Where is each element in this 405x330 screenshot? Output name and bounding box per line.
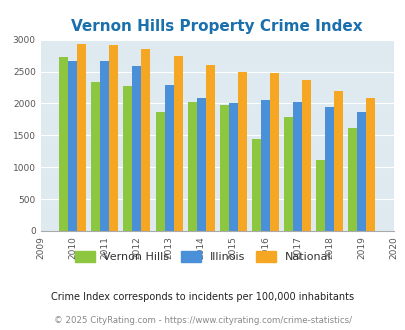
Bar xyxy=(324,107,333,231)
Bar xyxy=(173,56,182,231)
Bar xyxy=(237,72,246,231)
Bar xyxy=(123,86,132,231)
Bar xyxy=(196,98,205,231)
Bar xyxy=(365,98,374,231)
Bar xyxy=(132,66,141,231)
Bar xyxy=(91,82,100,231)
Bar xyxy=(164,85,173,231)
Bar xyxy=(141,49,150,231)
Bar xyxy=(301,81,310,231)
Bar xyxy=(109,45,118,231)
Text: © 2025 CityRating.com - https://www.cityrating.com/crime-statistics/: © 2025 CityRating.com - https://www.city… xyxy=(54,315,351,325)
Bar xyxy=(100,61,109,231)
Bar xyxy=(269,73,278,231)
Bar xyxy=(59,57,68,231)
Bar xyxy=(284,117,292,231)
Bar xyxy=(292,102,301,231)
Bar xyxy=(205,65,214,231)
Bar xyxy=(228,103,237,231)
Bar xyxy=(251,139,260,231)
Bar xyxy=(155,112,164,231)
Bar xyxy=(187,102,196,231)
Legend: Vernon Hills, Illinois, National: Vernon Hills, Illinois, National xyxy=(70,247,335,267)
Bar xyxy=(260,100,269,231)
Bar xyxy=(68,61,77,231)
Title: Vernon Hills Property Crime Index: Vernon Hills Property Crime Index xyxy=(71,19,362,34)
Bar xyxy=(333,91,342,231)
Bar xyxy=(219,105,228,231)
Bar xyxy=(347,128,356,231)
Bar xyxy=(356,112,365,231)
Bar xyxy=(77,44,86,231)
Text: Crime Index corresponds to incidents per 100,000 inhabitants: Crime Index corresponds to incidents per… xyxy=(51,292,354,302)
Bar xyxy=(315,159,324,231)
